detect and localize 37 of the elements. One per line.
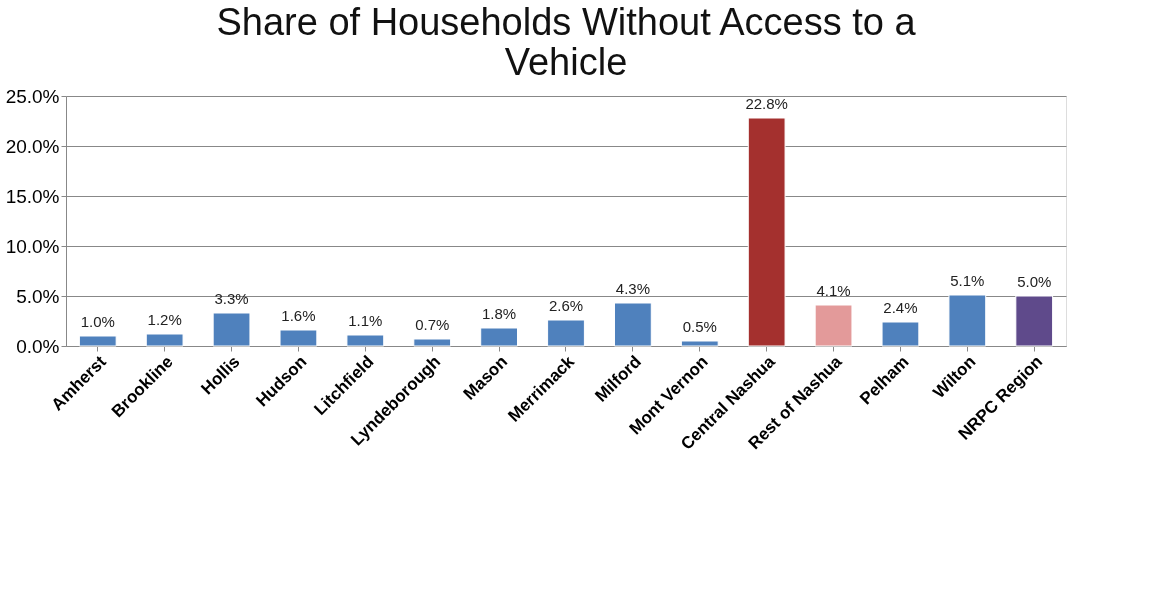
data-label: 0.5% <box>682 318 717 335</box>
y-tick-label: 0.0% <box>16 335 60 357</box>
data-label: 22.8% <box>745 95 788 112</box>
y-tick-label: 20.0% <box>5 135 60 157</box>
data-label: 1.1% <box>348 312 383 329</box>
bar <box>1015 295 1054 347</box>
bar <box>279 329 318 347</box>
bar <box>547 319 585 347</box>
bar <box>680 340 719 347</box>
data-label: 1.2% <box>147 311 182 328</box>
bar <box>480 327 519 347</box>
y-tick-label: 15.0% <box>5 185 60 207</box>
bar <box>881 321 920 347</box>
bar <box>948 294 987 347</box>
data-label: 4.1% <box>816 282 851 299</box>
bar <box>212 312 251 347</box>
data-label: 2.4% <box>883 299 918 316</box>
bar <box>145 333 184 347</box>
y-tick-label: 10.0% <box>5 235 60 257</box>
data-label: 1.8% <box>482 305 517 322</box>
chart-title: Share of Households Without Access to a Vehicle <box>216 1 917 83</box>
data-label: 5.1% <box>950 272 985 289</box>
data-label: 1.0% <box>80 313 115 330</box>
data-label: 0.7% <box>415 316 450 333</box>
bar <box>413 338 452 347</box>
bar <box>346 334 385 347</box>
data-label: 1.6% <box>281 307 316 324</box>
data-label: 2.6% <box>548 297 584 314</box>
bar <box>613 302 652 347</box>
y-tick-label: 25.0% <box>5 85 60 107</box>
bar <box>747 117 786 347</box>
y-tick-label: 5.0% <box>16 285 60 307</box>
data-label: 5.0% <box>1017 273 1052 290</box>
bar <box>814 304 853 347</box>
data-label: 3.3% <box>214 290 249 307</box>
data-label: 4.3% <box>615 280 650 297</box>
bar <box>78 335 117 347</box>
